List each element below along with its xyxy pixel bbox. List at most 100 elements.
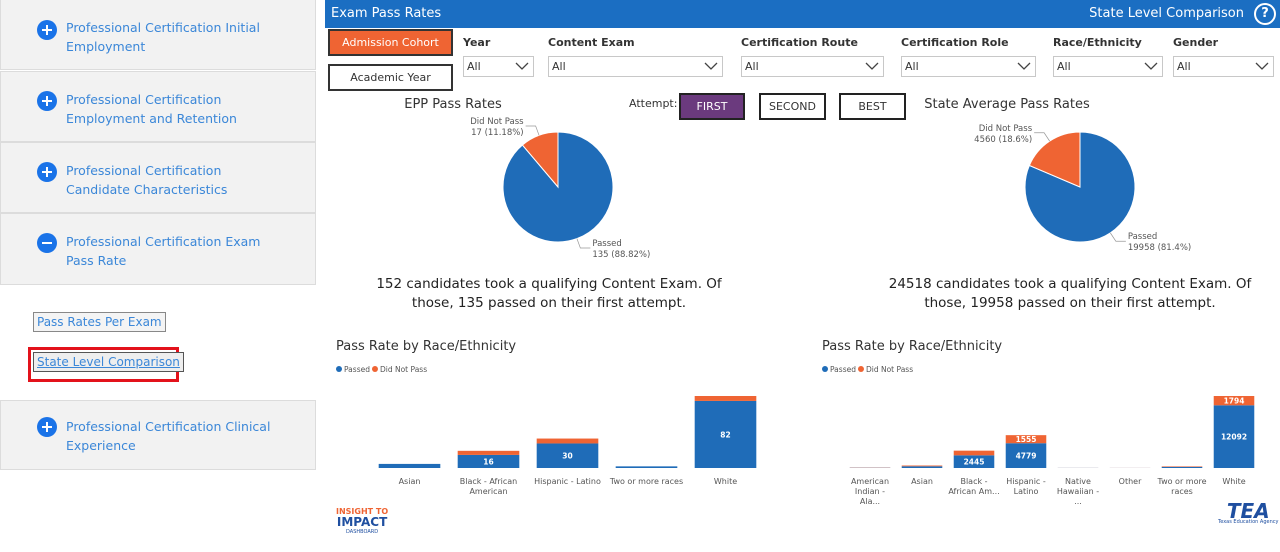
nav-item[interactable]: Professional Certification Employment an… — [0, 71, 316, 142]
bar-segment — [901, 465, 943, 467]
slice-value-label: 135 (88.82%) — [592, 250, 650, 260]
attempt-button[interactable]: FIRST — [679, 93, 745, 120]
category-label: Native Hawaiian - ... — [1056, 477, 1100, 506]
pie-slice — [1028, 131, 1081, 188]
pie-slice — [521, 131, 559, 189]
dropdown-label: Gender — [1173, 36, 1219, 49]
bar-value-label: 30 — [562, 452, 572, 461]
filter-button[interactable]: Admission Cohort — [328, 29, 453, 56]
filter-button[interactable]: Academic Year — [328, 64, 453, 91]
attempt-button[interactable]: SECOND — [759, 93, 826, 120]
dropdown-value: All — [1177, 60, 1191, 73]
slice-value-label: 19958 (81.4%) — [1128, 243, 1191, 253]
nav-label: Professional Certification Initial Emplo… — [66, 20, 260, 54]
summary-line: 24518 candidates took a qualifying Conte… — [888, 276, 1252, 292]
dropdown-value: All — [552, 60, 566, 73]
bar-segment — [457, 454, 520, 468]
bar-value-label: 1794 — [1224, 397, 1245, 406]
dropdown-label: Content Exam — [548, 36, 635, 49]
nav-item[interactable]: Professional Certification Initial Emplo… — [0, 0, 316, 70]
chevron — [1255, 62, 1269, 70]
dropdown-label: Race/Ethnicity — [1053, 36, 1142, 49]
logo-text: INSIGHT TO — [336, 507, 389, 516]
bar-segment — [536, 443, 599, 468]
slice-value-label: 4560 (18.6%) — [974, 135, 1032, 145]
leader-line — [576, 238, 591, 249]
bar-segment — [1161, 466, 1203, 467]
category-label: Hispanic - Latino — [1006, 477, 1046, 496]
dropdown-value: All — [1057, 60, 1071, 73]
bar-segment — [1213, 396, 1255, 406]
bar-segment — [615, 466, 678, 468]
bar-segment — [694, 400, 757, 468]
dropdown-value: All — [745, 60, 759, 73]
bar-segment — [694, 396, 757, 401]
chevron — [1017, 62, 1031, 70]
category-label: Other — [1118, 477, 1142, 486]
chevron — [1144, 62, 1158, 70]
bar-segment — [901, 466, 943, 468]
expand-icon — [37, 417, 57, 437]
legend-label: Passed — [344, 365, 370, 374]
legend-label: Did Not Pass — [866, 365, 913, 374]
slice-value-label: 17 (11.18%) — [471, 128, 524, 138]
dropdown[interactable]: All — [901, 56, 1036, 77]
nav-label: Professional Certification Employment an… — [66, 92, 237, 126]
nav-item[interactable]: Professional Certification Clinical Expe… — [0, 400, 316, 470]
leader-line — [1110, 232, 1126, 242]
category-label: Two or more races — [1157, 477, 1207, 496]
bar-value-label: 1555 — [1016, 435, 1037, 444]
chart-title: Pass Rate by Race/Ethnicity — [336, 339, 516, 354]
legend-label: Passed — [830, 365, 856, 374]
slice-label: Did Not Pass — [979, 124, 1033, 134]
category-label: Hispanic - Latino — [534, 477, 601, 486]
bar-segment — [1213, 405, 1255, 468]
summary-line: those, 135 passed on their first attempt… — [411, 295, 687, 311]
logo-tea: TEA Texas Education Agency — [1218, 499, 1278, 526]
nav-label: Professional Certification Candidate Cha… — [66, 163, 228, 197]
bar-segment — [457, 450, 520, 455]
summary-line: 152 candidates took a qualifying Content… — [376, 276, 722, 292]
dropdown[interactable]: All — [1053, 56, 1163, 77]
dropdown[interactable]: All — [741, 56, 884, 77]
dropdown-value: All — [467, 60, 481, 73]
bar-segment — [953, 450, 995, 456]
header-bar: Exam Pass Rates State Level Comparison ? — [325, 0, 1280, 28]
attempt-button[interactable]: BEST — [839, 93, 906, 120]
logo-insight: INSIGHT TO IMPACT DASHBOARD — [336, 507, 388, 537]
dropdown[interactable]: All — [548, 56, 723, 77]
page-title: State Level Comparison — [1089, 6, 1244, 21]
dropdown[interactable]: All — [1173, 56, 1274, 77]
sub-link[interactable]: Pass Rates Per Exam — [33, 312, 166, 332]
help-button[interactable]: ? — [1254, 3, 1276, 25]
sub-link[interactable]: State Level Comparison — [33, 352, 184, 372]
category-label: Two or more races — [609, 477, 684, 486]
chart-title: State Average Pass Rates — [924, 97, 1090, 112]
dropdown-value: All — [905, 60, 919, 73]
expand-icon — [37, 91, 57, 111]
header-title: Exam Pass Rates — [331, 6, 442, 21]
category-label: Black - African Am... — [948, 477, 1000, 496]
category-label: White — [1222, 477, 1246, 486]
summary: 152 candidates took a qualifying Content… — [319, 275, 779, 313]
legend-label: Did Not Pass — [380, 365, 427, 374]
legend-swatch — [822, 366, 828, 372]
dropdown-label: Year — [463, 36, 491, 49]
attempt-label: Attempt: — [629, 97, 678, 110]
summary: 24518 candidates took a qualifying Conte… — [840, 275, 1280, 313]
nav-label: Professional Certification Exam Pass Rat… — [66, 234, 261, 268]
category-label: American Indian - Ala... — [850, 477, 890, 506]
legend-swatch — [336, 366, 342, 372]
logo-text: TEA — [1226, 499, 1270, 523]
bar-segment — [1005, 443, 1047, 468]
nav-item[interactable]: Professional Certification Exam Pass Rat… — [0, 213, 316, 285]
slice-label: Passed — [1128, 232, 1157, 242]
collapse-icon — [37, 233, 57, 253]
nav-item[interactable]: Professional Certification Candidate Cha… — [0, 142, 316, 213]
slice-label: Passed — [592, 239, 621, 249]
bar-value-label: 82 — [720, 430, 730, 439]
category-label: Asian — [911, 477, 933, 486]
dropdown[interactable]: All — [463, 56, 534, 77]
